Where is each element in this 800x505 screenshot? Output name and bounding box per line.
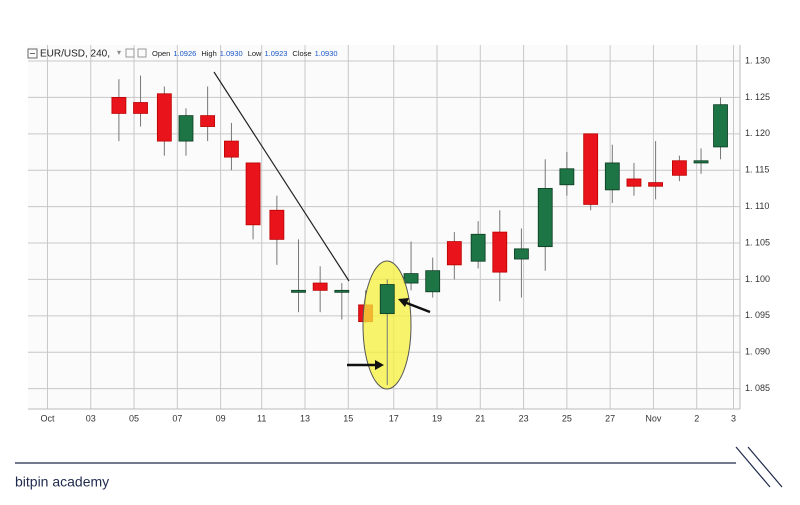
candle-body	[334, 289, 350, 293]
symbol: EUR/USD, 240,	[40, 49, 110, 60]
x-tick-label: 03	[86, 413, 96, 423]
x-tick-label: 11	[257, 413, 266, 423]
footer-slash	[735, 446, 771, 488]
ohlc-value: 1.0923	[264, 49, 287, 58]
candle-body	[672, 160, 687, 176]
ohlc-label: Close	[292, 49, 311, 58]
y-tick-label: 1. 090	[745, 347, 770, 357]
candle-body	[470, 233, 486, 262]
arrow	[403, 300, 431, 314]
x-tick-label: 25	[562, 413, 572, 423]
candle-body	[559, 168, 575, 186]
candle-body	[200, 115, 216, 127]
candles	[111, 75, 728, 324]
candle-body	[583, 133, 599, 205]
x-tick-label: 05	[129, 413, 139, 423]
candle-body	[425, 270, 441, 293]
candle-body	[111, 97, 127, 114]
x-tick-label: 3	[731, 413, 736, 423]
x-tick-label: 15	[343, 413, 353, 423]
y-tick-label: 1. 085	[745, 383, 770, 393]
candle-body	[446, 241, 462, 266]
y-tick-label: 1. 095	[745, 310, 770, 320]
close-icon[interactable]	[137, 48, 147, 58]
candle-body	[312, 282, 328, 291]
grid: 1. 085 1. 090 1. 095 1. 100 1. 105 1. 110 1. 1…	[28, 45, 770, 423]
arrow-head	[375, 360, 384, 370]
settings-icon[interactable]	[125, 48, 135, 58]
x-tick-label: 27	[605, 413, 615, 423]
candle-body	[626, 178, 642, 187]
y-tick-label: 1. 100	[745, 274, 770, 284]
footer-slash	[747, 446, 783, 488]
candle-body	[224, 140, 239, 158]
x-tick-label: 19	[432, 413, 442, 423]
y-tick-label: 1. 120	[745, 128, 770, 138]
ohlc-value: 1.0926	[173, 49, 196, 58]
candle-body	[492, 231, 508, 273]
ohlc: Open 1.0926 High 1.0930 Low 1.0923 Close 1.0930	[152, 49, 338, 58]
x-tick-label: 23	[519, 413, 529, 423]
candle-body	[379, 284, 395, 315]
candle-body	[403, 273, 419, 284]
ohlc-label: Open	[152, 49, 170, 58]
collapse-icon[interactable]	[27, 48, 38, 59]
ohlc-value: 1.0930	[315, 49, 338, 58]
candle-body	[604, 162, 620, 191]
x-tick-label: 2	[694, 413, 699, 423]
trend-line	[213, 71, 350, 282]
candles-front	[379, 279, 395, 385]
x-tick-label: 21	[475, 413, 485, 423]
x-tick-label: Nov	[645, 413, 662, 423]
y-tick-label: 1. 125	[745, 92, 770, 102]
candle-body	[537, 188, 553, 248]
x-tick-label: 09	[216, 413, 226, 423]
candle-body	[291, 289, 306, 293]
y-tick-label: 1. 105	[745, 237, 770, 247]
candle-body	[693, 160, 709, 164]
x-tick-label: 07	[172, 413, 182, 423]
candle-body	[269, 209, 285, 240]
arrow-head	[398, 298, 409, 307]
y-tick-label: 1. 130	[745, 55, 770, 65]
candle-body	[245, 162, 261, 226]
y-tick-label: 1. 110	[745, 201, 769, 211]
x-tick-label: 13	[300, 413, 310, 423]
x-tick-label: 17	[389, 413, 399, 423]
ohlc-label: Low	[248, 49, 262, 58]
x-tick-label: Oct	[40, 413, 55, 423]
candle-body	[514, 248, 529, 260]
candle-body	[713, 104, 728, 148]
ohlc-value: 1.0930	[220, 49, 243, 58]
ohlc-label: High	[201, 49, 216, 58]
candle-body	[178, 115, 194, 142]
dropdown[interactable]: ▾	[117, 48, 121, 57]
candle-body	[133, 102, 148, 114]
brand: bitpin academy	[15, 474, 109, 490]
candle-body	[648, 182, 663, 187]
candle-body	[156, 93, 172, 142]
y-tick-label: 1. 115	[745, 165, 769, 175]
